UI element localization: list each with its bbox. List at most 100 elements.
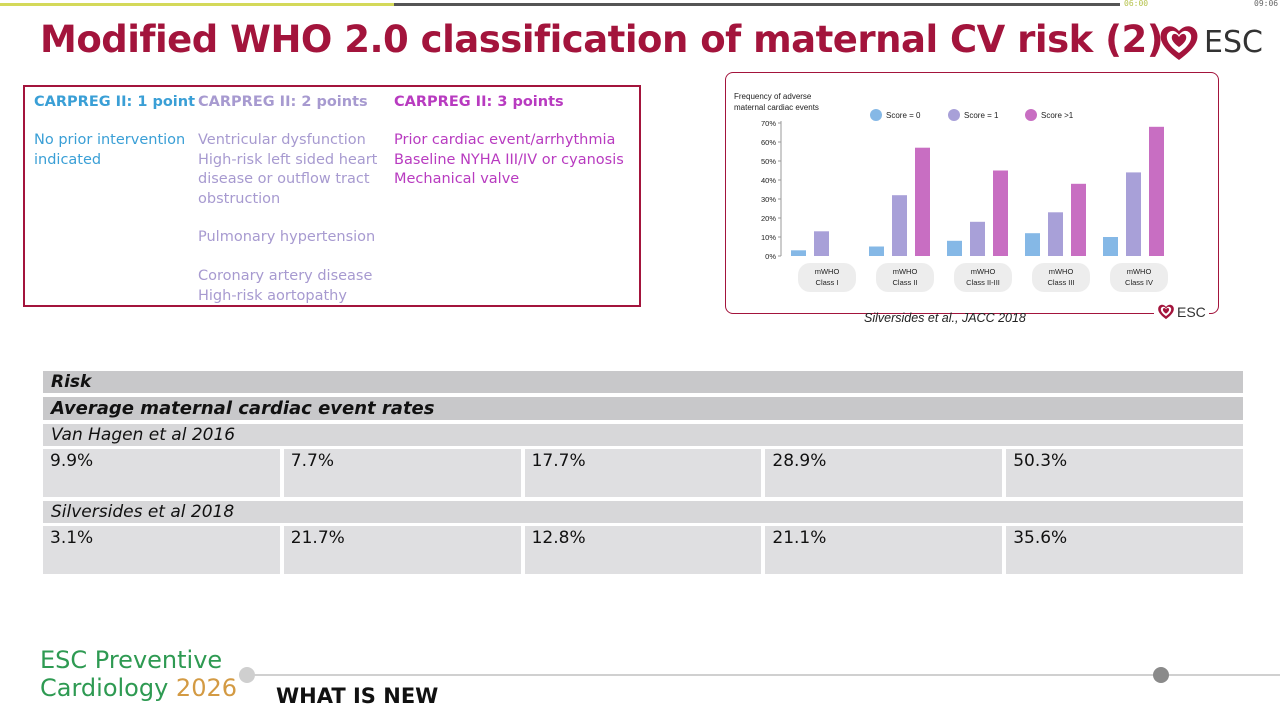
y-tick-label: 10%	[761, 233, 776, 242]
category-pill	[1032, 263, 1090, 292]
bar	[791, 250, 806, 256]
risk-label: Risk	[51, 372, 92, 392]
bar	[1025, 233, 1040, 256]
table-cell: 3.1%	[43, 526, 280, 574]
category-pill	[798, 263, 856, 292]
study1-values: 9.9% 7.7% 17.7% 28.9% 50.3%	[43, 449, 1243, 497]
list-item: Pulmonary hypertension	[198, 229, 376, 246]
logo-line-2: Cardiology	[40, 674, 176, 702]
chart-title: maternal cardiac events	[734, 103, 819, 112]
legend-swatch	[1025, 109, 1037, 121]
legend-label: Score = 0	[886, 111, 921, 120]
y-tick-label: 20%	[761, 214, 776, 223]
x-tick-label: mWHO	[971, 267, 996, 276]
slide-title: Modified WHO 2.0 classification of mater…	[40, 18, 1164, 61]
list-item: Coronary artery disease	[198, 268, 373, 285]
category-pill	[1110, 263, 1168, 292]
list-item: disease or outflow tract	[198, 171, 370, 188]
list-item: Baseline NYHA III/IV or cyanosis	[394, 151, 624, 168]
bar	[915, 147, 930, 256]
section-timeline	[246, 674, 1280, 676]
study2-values: 3.1% 21.7% 12.8% 21.1% 35.6%	[43, 526, 1243, 574]
study-name: Van Hagen et al 2016	[51, 425, 236, 445]
bar	[1071, 183, 1086, 256]
x-tick-label: Class I	[816, 278, 839, 287]
bar	[1149, 126, 1164, 256]
timeline-dot-start[interactable]	[239, 667, 255, 683]
list-item: High-risk aortopathy	[198, 287, 347, 304]
x-tick-label: mWHO	[893, 267, 918, 276]
carpreg-2-header: CARPREG II: 2 points	[198, 94, 368, 110]
carpreg-3-header: CARPREG II: 3 points	[394, 94, 564, 110]
carpreg-3-lines: Prior cardiac event/arrhythmia Baseline N…	[394, 131, 624, 189]
x-tick-label: mWHO	[1127, 267, 1152, 276]
logo-year: 2026	[175, 674, 237, 702]
list-gap	[198, 209, 377, 228]
x-tick-label: Class III	[1047, 278, 1074, 287]
carpreg-2-lines: Ventricular dysfunction High-risk left si…	[198, 131, 377, 306]
x-tick-label: Class II-III	[966, 278, 1000, 287]
legend-label: Score = 1	[964, 111, 999, 120]
list-item: Mechanical valve	[394, 171, 520, 188]
avg-label: Average maternal cardiac event rates	[51, 398, 435, 419]
esc-logo: ESC	[1158, 20, 1268, 64]
x-tick-label: Class II	[892, 278, 917, 287]
carpreg-col-1: CARPREG II: 1 point No prior interventio…	[34, 93, 195, 170]
table-cell: 21.7%	[283, 526, 521, 574]
elapsed-time: 06:00	[1124, 0, 1149, 8]
timeline-dot-end[interactable]	[1153, 667, 1169, 683]
bar-chart: Frequency of adverse maternal cardiac eve…	[734, 92, 1168, 292]
section-label: WHAT IS NEW	[276, 684, 439, 708]
chart-esc-logo: ESC	[1154, 303, 1209, 320]
congress-logo: ESC Preventive Cardiology 2026	[40, 646, 237, 702]
study-row-van-hagen: Van Hagen et al 2016	[43, 424, 1243, 446]
bar	[947, 240, 962, 256]
table-cell: 28.9%	[765, 449, 1003, 497]
table-cell: 17.7%	[524, 449, 762, 497]
x-tick-label: mWHO	[1049, 267, 1074, 276]
table-cell: 35.6%	[1006, 526, 1243, 574]
bar	[993, 170, 1008, 256]
legend-label: Score >1	[1041, 111, 1074, 120]
progress-track[interactable]	[0, 3, 1120, 6]
heart-icon	[1160, 26, 1198, 61]
carpreg-box: CARPREG II: 1 point No prior interventio…	[23, 85, 641, 307]
legend-swatch	[870, 109, 882, 121]
list-gap	[198, 248, 377, 267]
player-bar[interactable]: 06:00 09:06	[0, 0, 1280, 8]
list-item: obstruction	[198, 190, 281, 207]
chart-esc-wordmark: ESC	[1177, 303, 1206, 320]
y-tick-label: 30%	[761, 195, 776, 204]
y-tick-label: 0%	[765, 252, 776, 261]
carpreg-col-2: CARPREG II: 2 points Ventricular dysfunc…	[198, 93, 377, 306]
table-cell: 50.3%	[1006, 449, 1243, 497]
carpreg-1-lines: No prior intervention indicated	[34, 131, 195, 170]
bar	[892, 195, 907, 256]
list-item: No prior intervention	[34, 132, 186, 149]
total-time: 09:06	[1254, 0, 1279, 8]
list-item: High-risk left sided heart	[198, 151, 378, 168]
list-item: Ventricular dysfunction	[198, 132, 366, 149]
logo-line-1: ESC Preventive	[40, 646, 223, 674]
esc-wordmark: ESC	[1204, 24, 1263, 60]
study-row-silversides: Silversides et al 2018	[43, 501, 1243, 523]
carpreg-col-3: CARPREG II: 3 points Prior cardiac event…	[394, 93, 624, 190]
category-pill	[954, 263, 1012, 292]
table-cell: 9.9%	[43, 449, 280, 497]
avg-row: Average maternal cardiac event rates	[43, 397, 1243, 420]
progress-fill	[0, 3, 395, 6]
bar	[1103, 237, 1118, 256]
study-name: Silversides et al 2018	[51, 502, 235, 522]
chart-citation: Silversides et al., JACC 2018	[864, 311, 1026, 325]
y-tick-label: 50%	[761, 157, 776, 166]
legend-swatch	[948, 109, 960, 121]
list-item: Prior cardiac event/arrhythmia	[394, 132, 616, 149]
table-cell: 7.7%	[283, 449, 521, 497]
list-item: indicated	[34, 151, 102, 168]
heart-icon	[1158, 304, 1174, 320]
category-pill	[876, 263, 934, 292]
y-tick-label: 40%	[761, 176, 776, 185]
bar	[970, 221, 985, 256]
chart-panel: Frequency of adverse maternal cardiac eve…	[725, 72, 1219, 314]
bar	[1048, 212, 1063, 256]
